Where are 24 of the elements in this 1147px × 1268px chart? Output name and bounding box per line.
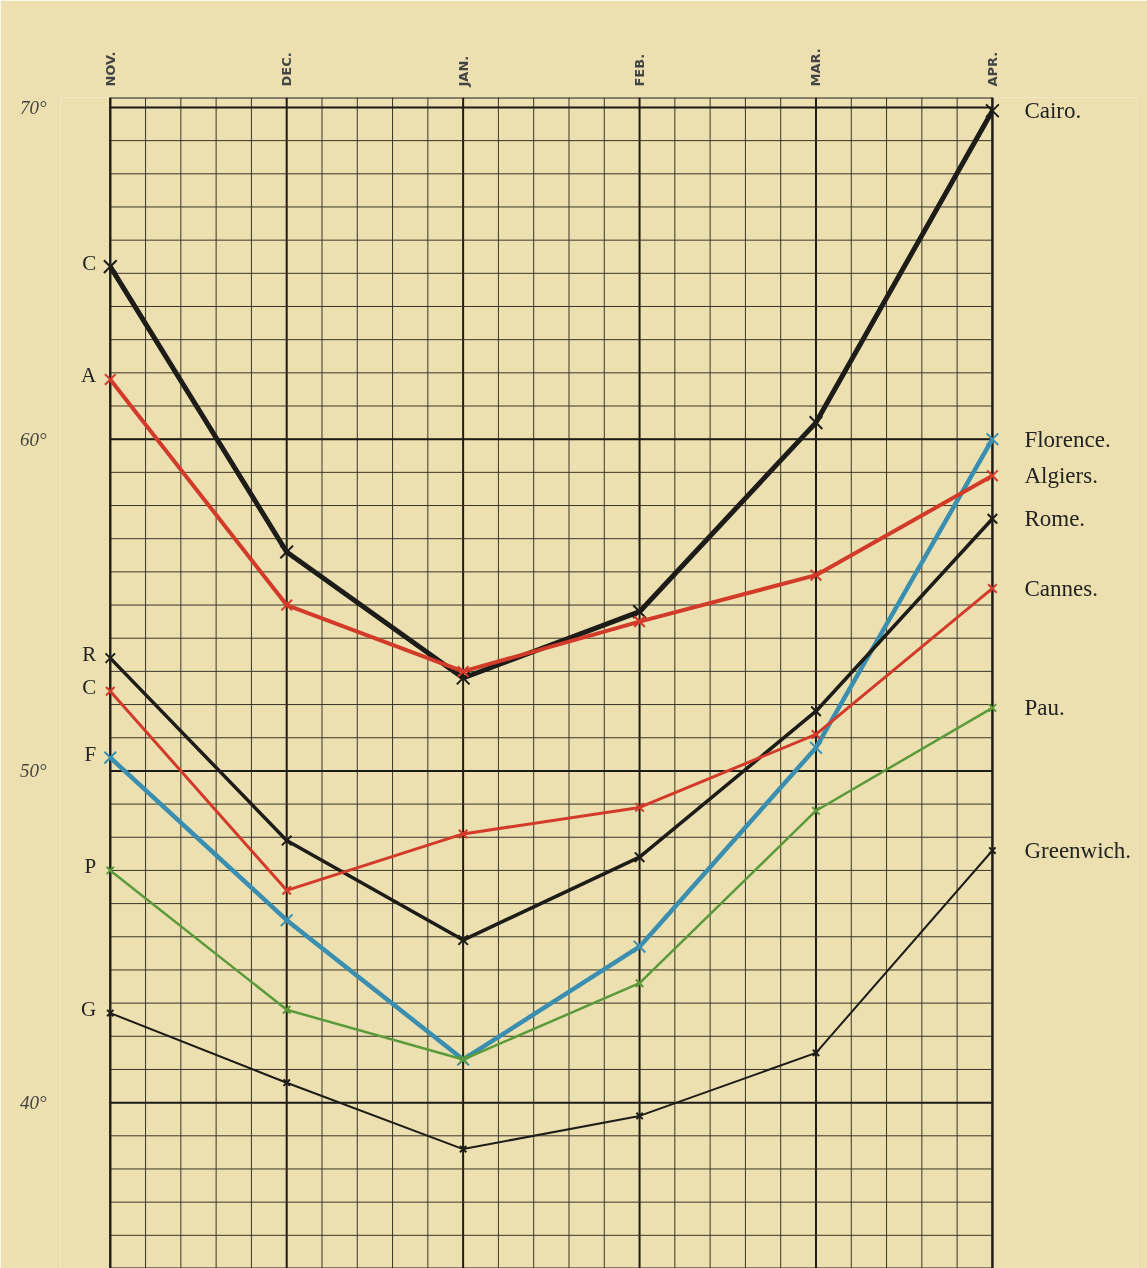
series-label: Rome.: [1024, 506, 1086, 532]
y-tick-label: 50°: [19, 760, 47, 782]
annotation: P: [84, 854, 97, 879]
x-tick-label: MAR.: [808, 48, 824, 87]
annotation: C: [82, 250, 97, 275]
annotation: F: [84, 741, 97, 766]
annotation: A: [81, 363, 98, 388]
x-tick-label: NOV.: [102, 51, 118, 87]
y-tick-label: 70°: [19, 96, 47, 118]
y-tick-label: 40°: [19, 1092, 47, 1114]
x-tick-label: DEC.: [279, 52, 295, 87]
series-label: Algiers.: [1024, 463, 1098, 489]
x-tick-label: APR.: [984, 51, 1000, 87]
series-label: Florence.: [1024, 426, 1111, 452]
series-label: Greenwich.: [1024, 838, 1132, 864]
series-label: Pau.: [1024, 695, 1065, 721]
x-tick-label: FEB.: [632, 53, 648, 87]
x-tick-label: JAN.: [455, 55, 471, 88]
annotation: G: [81, 997, 97, 1022]
series-label: Cairo.: [1024, 98, 1082, 124]
annotation: R: [82, 642, 97, 667]
annotation: C: [82, 675, 97, 700]
series-label: Cannes.: [1024, 575, 1098, 601]
y-tick-label: 60°: [19, 428, 47, 450]
